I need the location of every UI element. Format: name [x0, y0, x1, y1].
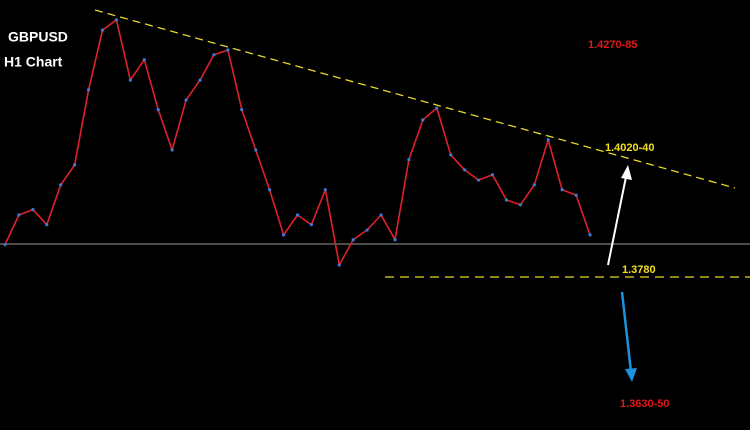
price-point	[212, 53, 216, 57]
down-arrow-head	[625, 368, 637, 382]
chart-title: GBPUSD	[8, 29, 68, 45]
trend-line	[94, 9, 736, 189]
price-point	[309, 223, 314, 227]
price-point	[156, 108, 160, 112]
price-point	[198, 78, 202, 82]
price-point	[142, 58, 146, 62]
price-point	[3, 242, 7, 247]
price-point	[504, 198, 509, 202]
annotation: 1.3780	[622, 264, 656, 276]
price-point	[17, 213, 21, 217]
price-point	[435, 106, 439, 110]
price-point	[114, 18, 119, 22]
price-point	[560, 188, 564, 192]
price-point	[240, 108, 244, 112]
price-point	[86, 88, 91, 92]
price-point	[31, 208, 35, 212]
price-point	[226, 48, 230, 52]
price-point	[351, 238, 355, 242]
price-point	[295, 213, 300, 217]
annotation: 1.4270-85	[588, 39, 638, 51]
price-point	[532, 183, 536, 187]
price-point	[254, 148, 258, 152]
chart-subtitle: H1 Chart	[4, 54, 63, 70]
price-point	[574, 193, 578, 197]
price-point	[463, 168, 467, 172]
price-point	[490, 173, 495, 177]
price-point	[365, 228, 369, 232]
price-point	[393, 238, 397, 242]
price-point	[337, 263, 341, 267]
price-point	[449, 153, 453, 157]
price-point	[281, 233, 286, 237]
price-point	[128, 78, 132, 82]
price-point	[476, 178, 481, 182]
annotation: 1.4020-40	[605, 142, 655, 154]
price-point	[379, 213, 383, 217]
price-point	[73, 163, 77, 167]
price-point	[45, 223, 49, 227]
price-point	[518, 203, 522, 207]
price-point	[546, 138, 550, 142]
price-point	[268, 188, 272, 192]
price-point	[100, 28, 105, 32]
price-point	[59, 183, 63, 187]
price-point	[184, 98, 188, 102]
price-point	[407, 158, 411, 162]
annotation: 1.3630-50	[620, 398, 670, 410]
down-arrow	[620, 291, 633, 373]
up-arrow-head	[621, 165, 632, 180]
price-point	[421, 118, 425, 122]
price-point	[588, 233, 592, 237]
price-point	[323, 188, 327, 192]
up-arrow	[607, 171, 628, 266]
price-point	[170, 148, 174, 152]
